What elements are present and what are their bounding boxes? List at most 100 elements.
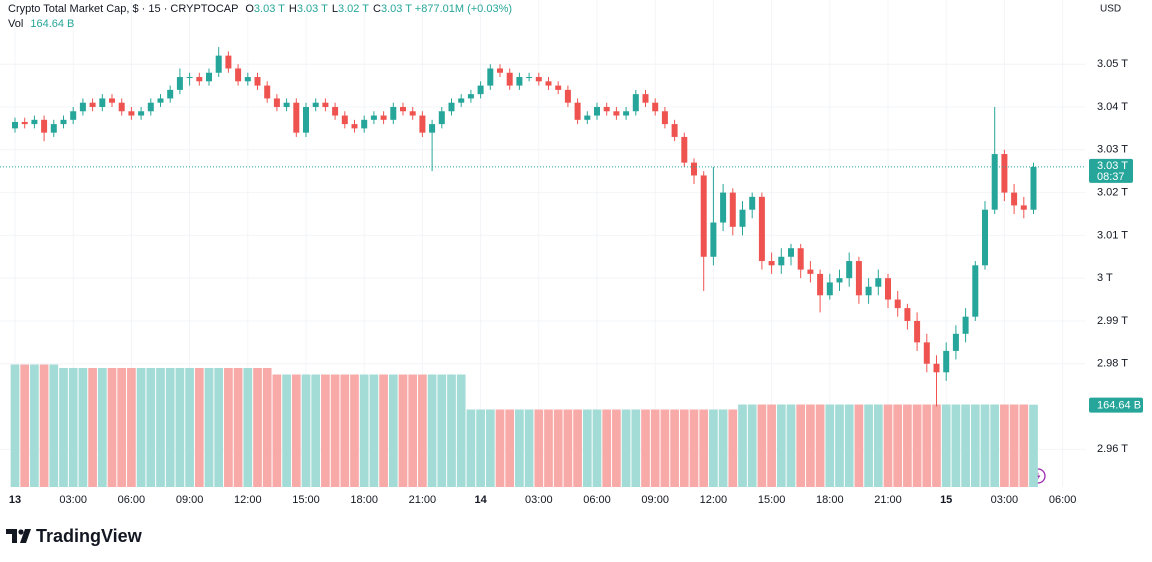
candle-body xyxy=(632,94,639,112)
candle-body xyxy=(79,102,86,112)
candle-body xyxy=(516,77,523,86)
volume-bar xyxy=(466,409,476,487)
candle-body xyxy=(962,316,969,334)
candle-body xyxy=(128,111,135,116)
candle-body xyxy=(710,222,717,257)
volume-bar xyxy=(127,368,136,487)
volume-bar xyxy=(854,404,864,487)
volume-bar xyxy=(476,409,485,487)
volume-bar xyxy=(10,364,20,487)
candle-body xyxy=(729,192,736,227)
volume-bar xyxy=(1019,404,1029,487)
volume-bar xyxy=(786,404,796,487)
volume-bar xyxy=(330,374,340,487)
candle-body xyxy=(380,115,387,120)
candle-body xyxy=(448,102,455,112)
volume-bar xyxy=(835,404,844,487)
ohlc: O3.03 T H3.03 T L3.02 T C3.03 T xyxy=(241,3,411,15)
candle-body xyxy=(390,106,397,120)
x-tick-label: 06:00 xyxy=(1049,494,1077,506)
volume-bar xyxy=(980,404,990,487)
candle-body xyxy=(768,261,775,266)
x-tick-label: 18:00 xyxy=(350,494,378,506)
last-price-label: 3.03 T xyxy=(1097,160,1128,172)
last-price-box xyxy=(1089,158,1133,183)
candle-body xyxy=(206,72,212,82)
candle-body xyxy=(196,77,203,82)
volume-bar xyxy=(379,374,388,487)
candle-body xyxy=(341,115,348,125)
volume-bar xyxy=(582,409,592,487)
x-tick-label: 18:00 xyxy=(816,494,844,506)
candle-body xyxy=(303,106,309,133)
ohlc-key: L xyxy=(331,3,338,15)
x-tick-label: 21:00 xyxy=(409,494,437,506)
x-tick-label: 15:00 xyxy=(758,494,786,506)
volume-bar xyxy=(893,404,903,487)
volume-bar xyxy=(776,404,786,487)
candle-body xyxy=(797,248,804,270)
candle-body xyxy=(749,196,756,210)
candle-body xyxy=(700,175,707,257)
candle-body xyxy=(429,124,436,133)
volume-bar xyxy=(301,374,311,487)
candle-body xyxy=(661,111,668,125)
candle-body xyxy=(720,192,727,223)
volume-bar xyxy=(1009,404,1019,487)
candle-body xyxy=(758,196,765,262)
volume-bar xyxy=(767,404,776,487)
volume-bar xyxy=(815,404,825,487)
candle-body xyxy=(535,77,542,82)
x-tick-label: 09:00 xyxy=(641,494,669,506)
candle-body xyxy=(283,102,290,107)
volume-bar xyxy=(903,404,912,487)
candle-body xyxy=(215,55,222,73)
candle-body xyxy=(235,68,242,82)
volume-bar xyxy=(59,368,68,487)
volume-bar xyxy=(747,404,757,487)
volume-bar xyxy=(621,409,631,487)
candle-body xyxy=(1020,205,1027,210)
ohlc-key: H xyxy=(288,3,297,15)
volume-bar xyxy=(224,368,233,487)
volume-bar xyxy=(20,364,30,487)
x-tick-label: 15:00 xyxy=(292,494,320,506)
countdown: 08:37 xyxy=(1097,171,1125,183)
volume-bar xyxy=(282,374,291,487)
candle-body xyxy=(914,320,921,343)
volume-bar xyxy=(631,409,641,487)
ohlc-value: 3.03 T xyxy=(380,3,412,15)
candle-body xyxy=(923,342,930,364)
candle-body xyxy=(467,94,474,99)
volume-bar xyxy=(495,409,505,487)
volume-bar xyxy=(679,409,689,487)
volume-bar xyxy=(233,368,243,487)
volume-bar xyxy=(670,409,679,487)
candle-body xyxy=(972,265,979,317)
volume-bar xyxy=(932,404,941,487)
volume-bar xyxy=(359,374,369,487)
candle-body xyxy=(225,55,232,69)
volume-bar xyxy=(592,409,602,487)
candle-body xyxy=(613,111,620,116)
volume-bar xyxy=(757,404,767,487)
volume-bar xyxy=(912,404,922,487)
volume-bar xyxy=(515,409,524,487)
x-tick-label: 13 xyxy=(9,494,21,506)
candle-body xyxy=(487,68,494,86)
candle-body xyxy=(933,363,940,373)
candle-body xyxy=(351,124,358,129)
y-tick-label: 3.01 T xyxy=(1097,229,1128,241)
volume-bar xyxy=(243,368,253,487)
volume-bar xyxy=(796,404,806,487)
volume-bar xyxy=(49,364,59,487)
ohlc-key: C xyxy=(372,3,381,15)
ohlc-value: 3.03 T xyxy=(253,3,285,15)
candle-body xyxy=(312,102,319,107)
candle-body xyxy=(982,209,988,266)
x-tick-label: 12:00 xyxy=(700,494,728,506)
candle-body xyxy=(147,102,154,112)
volume-bar xyxy=(388,374,398,487)
volume-bar xyxy=(990,404,1000,487)
